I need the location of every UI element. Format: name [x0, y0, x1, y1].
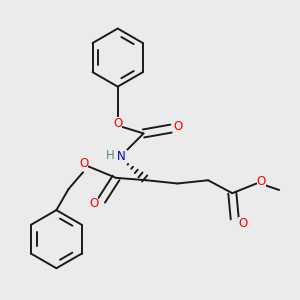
Text: O: O	[89, 197, 98, 210]
Text: O: O	[113, 117, 122, 130]
Text: O: O	[257, 175, 266, 188]
Text: N: N	[117, 150, 125, 163]
Text: O: O	[174, 121, 183, 134]
Text: H: H	[106, 149, 115, 162]
Text: O: O	[79, 157, 88, 170]
Text: O: O	[238, 217, 248, 230]
